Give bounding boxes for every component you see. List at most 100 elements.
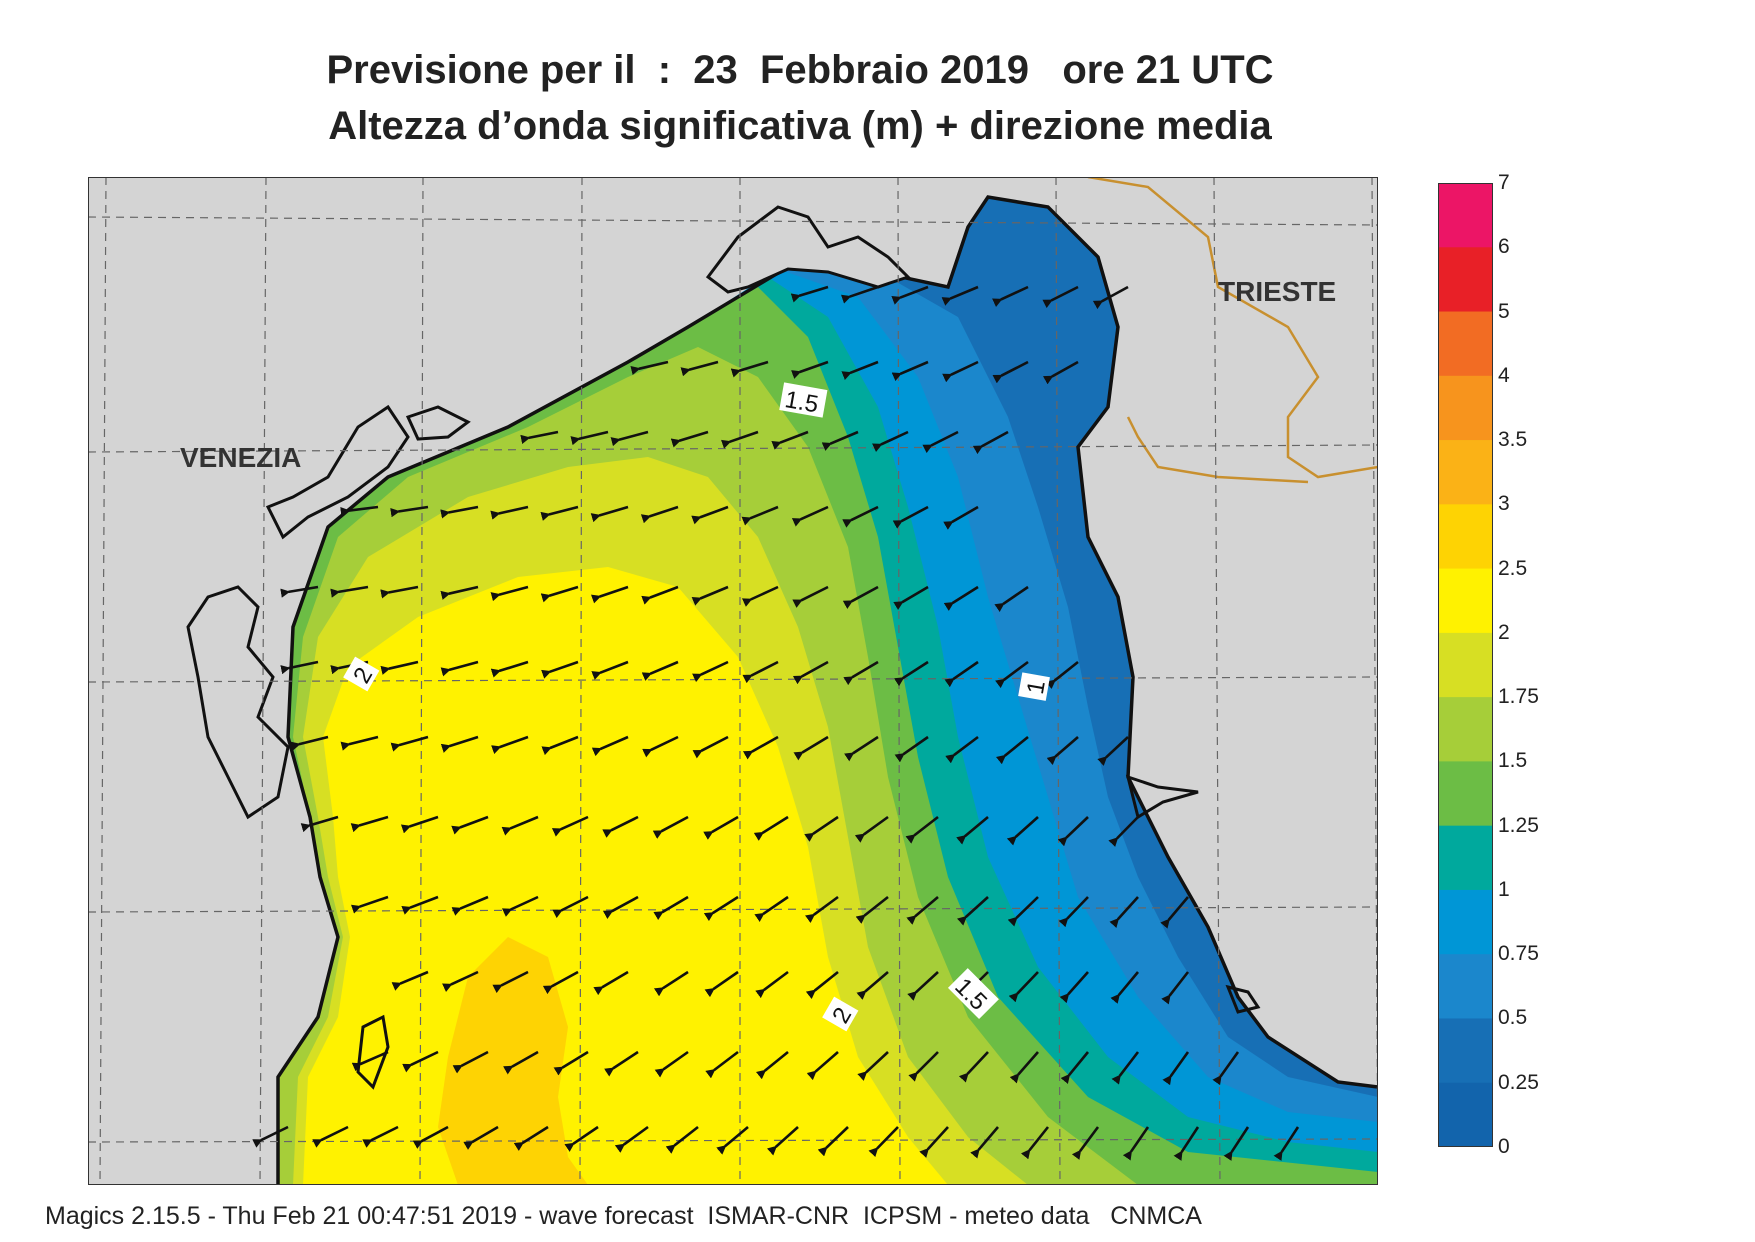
direction-arrow: [412, 1125, 449, 1149]
direction-arrow: [591, 735, 629, 757]
direction-arrow: [490, 660, 529, 678]
direction-arrow: [842, 585, 879, 609]
legend-label: 5: [1498, 299, 1510, 323]
direction-arrow: [440, 585, 479, 600]
direction-arrow: [805, 970, 839, 1000]
direction-arrow: [691, 585, 729, 606]
direction-arrow: [957, 896, 989, 926]
direction-arrow: [941, 285, 979, 306]
legend-swatch: [1438, 440, 1492, 505]
direction-arrow: [552, 895, 589, 919]
title-line-1: Previsione per il : 23 Febbraio 2019 ore…: [326, 48, 1274, 92]
direction-arrow: [692, 735, 729, 759]
direction-arrow: [391, 970, 429, 991]
direction-arrow: [1020, 1126, 1050, 1160]
direction-arrow: [893, 660, 929, 687]
direction-arrow: [1058, 896, 1089, 928]
direction-arrow: [520, 430, 559, 444]
direction-arrow: [641, 660, 679, 681]
direction-arrow: [907, 971, 939, 1001]
contour-label-5: 2: [822, 996, 859, 1032]
legend-label: 0: [1498, 1135, 1510, 1158]
direction-arrow: [490, 585, 529, 602]
direction-arrow: [541, 660, 579, 679]
direction-arrow: [542, 970, 579, 995]
direction-arrow: [1160, 896, 1189, 929]
direction-arrow: [958, 1051, 989, 1083]
direction-arrow: [790, 285, 829, 303]
direction-arrow: [442, 970, 479, 992]
direction-arrow: [564, 1125, 599, 1152]
direction-arrow: [992, 360, 1029, 384]
direction-arrow: [1007, 896, 1039, 927]
direction-arrow: [755, 970, 789, 999]
direction-arrow: [906, 896, 939, 925]
direction-arrow: [995, 735, 1029, 765]
legend-label: 1.5: [1498, 749, 1528, 773]
direction-arrow: [1161, 971, 1190, 1005]
direction-arrow: [856, 971, 889, 1000]
graticule: [88, 177, 1378, 1185]
legend-label: 0.5: [1498, 1006, 1528, 1030]
direction-arrow: [692, 660, 729, 683]
direction-arrow: [541, 735, 579, 756]
direction-arrow: [312, 1125, 349, 1148]
direction-arrow: [691, 505, 729, 525]
city-label-trieste: TRIESTE: [1218, 276, 1336, 307]
direction-arrow: [640, 505, 679, 524]
direction-arrow: [970, 1126, 999, 1159]
direction-arrow: [905, 815, 939, 844]
legend-swatch: [1438, 311, 1492, 377]
direction-arrow: [280, 585, 319, 598]
direction-arrow: [553, 1050, 589, 1076]
direction-arrow: [1046, 736, 1079, 766]
direction-arrow: [754, 895, 789, 922]
direction-arrow: [892, 505, 929, 529]
direction-arrows: [252, 285, 1300, 1161]
direction-arrow: [943, 585, 979, 611]
direction-arrow: [501, 815, 539, 836]
direction-arrow: [653, 970, 689, 997]
direction-arrow: [614, 1125, 649, 1153]
direction-arrow: [350, 815, 389, 833]
direction-arrow: [703, 815, 739, 840]
direction-arrow: [741, 505, 779, 526]
direction-arrow: [841, 285, 879, 304]
contour-label-2: 1: [1018, 672, 1051, 701]
direction-arrow: [451, 815, 489, 835]
direction-arrow: [1045, 660, 1079, 690]
direction-arrow: [440, 505, 479, 519]
legend-label: 1.75: [1498, 685, 1539, 709]
direction-arrow: [362, 1125, 399, 1148]
direction-arrow: [868, 1126, 899, 1158]
direction-arrow: [280, 660, 319, 675]
direction-arrow: [641, 585, 679, 605]
direction-arrow: [1042, 285, 1079, 309]
direction-arrow: [1008, 971, 1039, 1003]
legend-label: 0.25: [1498, 1070, 1539, 1094]
direction-arrow: [944, 660, 979, 688]
direction-arrow: [792, 585, 829, 608]
direction-arrow: [771, 430, 809, 450]
direction-arrow: [753, 815, 789, 841]
direction-arrow: [854, 815, 889, 843]
direction-arrow: [300, 815, 339, 833]
direction-arrow: [792, 660, 829, 685]
direction-arrow: [1212, 1051, 1240, 1086]
direction-arrow: [351, 1050, 389, 1072]
direction-arrow: [513, 1125, 549, 1151]
direction-arrow: [680, 360, 719, 377]
direction-arrow: [742, 660, 779, 684]
direction-arrow: [705, 1050, 739, 1079]
direction-arrow: [440, 660, 479, 677]
legend-label: 0.75: [1498, 942, 1539, 966]
direction-arrow: [945, 735, 979, 764]
direction-arrow: [540, 505, 579, 521]
legend-swatch: [1438, 183, 1492, 248]
direction-arrow: [602, 895, 639, 919]
legend-swatch: [1438, 247, 1492, 313]
direction-arrow: [844, 735, 879, 762]
direction-arrow: [1111, 1051, 1140, 1085]
legend-swatch: [1438, 1018, 1492, 1084]
direction-arrow: [821, 430, 859, 451]
